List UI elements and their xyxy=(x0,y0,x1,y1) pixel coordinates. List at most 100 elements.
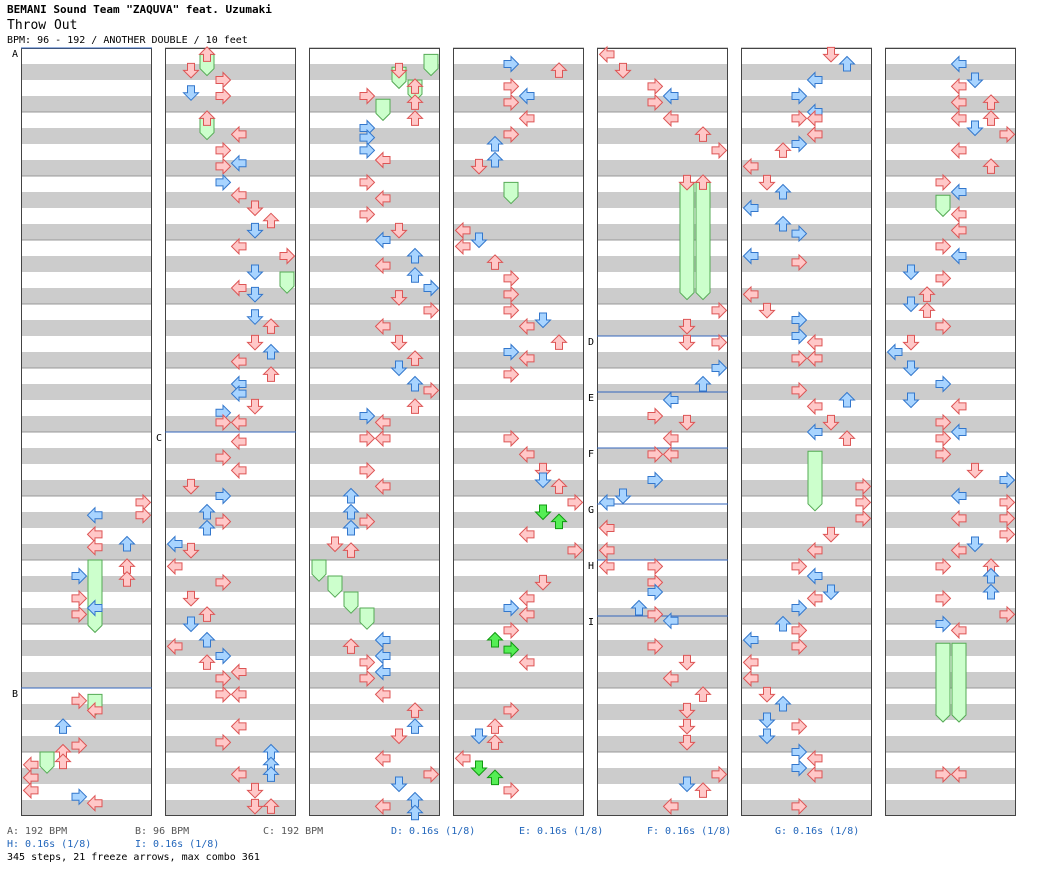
step-arrow xyxy=(215,685,232,704)
step-arrow xyxy=(647,557,664,576)
step-arrow xyxy=(774,183,792,200)
step-arrow xyxy=(374,151,391,169)
step-arrow xyxy=(359,669,376,688)
step-arrow xyxy=(215,173,232,192)
step-arrow xyxy=(518,589,535,608)
beat-band xyxy=(21,384,152,400)
beat-band xyxy=(309,480,440,496)
beat-band xyxy=(165,400,296,416)
freeze-arrow xyxy=(39,751,55,774)
step-arrow xyxy=(647,637,664,656)
step-arrow xyxy=(950,765,967,784)
beat-band xyxy=(21,544,152,560)
legend-item: H: 0.16s (1/8) xyxy=(7,839,92,850)
beat-band xyxy=(741,800,872,816)
beat-band xyxy=(741,128,872,144)
beat-band xyxy=(597,432,728,448)
step-arrow xyxy=(902,360,920,377)
beat-band xyxy=(21,192,152,208)
beat-band xyxy=(885,272,1016,288)
beat-band xyxy=(741,608,872,624)
beat-band xyxy=(741,304,872,320)
beat-band xyxy=(165,128,296,144)
beat-band xyxy=(21,96,152,112)
step-arrow xyxy=(550,62,568,78)
beat-band xyxy=(453,400,584,416)
step-arrow xyxy=(950,541,967,560)
beat-band xyxy=(885,304,1016,320)
marker-label: E xyxy=(588,393,594,404)
step-arrow xyxy=(22,781,39,800)
step-arrow xyxy=(230,663,247,681)
step-arrow xyxy=(758,174,776,191)
step-arrow xyxy=(503,301,520,320)
step-arrow xyxy=(935,173,952,192)
beat-band xyxy=(453,592,584,608)
beat-band xyxy=(885,480,1016,496)
step-arrow xyxy=(406,718,424,734)
beat-band xyxy=(597,256,728,272)
step-arrow xyxy=(359,512,376,531)
beat-band xyxy=(21,448,152,464)
beat-band xyxy=(309,496,440,512)
freeze-arrow xyxy=(423,53,439,77)
beat-band xyxy=(165,688,296,704)
beat-band xyxy=(309,192,440,208)
beat-band xyxy=(885,336,1016,352)
beat-band xyxy=(21,656,152,672)
step-arrow xyxy=(470,158,488,175)
step-arrow xyxy=(503,77,520,96)
beat-band xyxy=(453,48,584,64)
beat-band xyxy=(21,464,152,480)
step-arrow xyxy=(966,462,984,479)
beat-band xyxy=(741,224,872,240)
beat-band xyxy=(453,768,584,784)
beat-band xyxy=(21,720,152,736)
step-arrow xyxy=(166,637,183,656)
beat-band xyxy=(885,496,1016,512)
beat-band xyxy=(21,400,152,416)
beat-band xyxy=(741,368,872,384)
beat-band xyxy=(21,496,152,512)
beat-band xyxy=(165,384,296,400)
step-arrow xyxy=(470,728,488,745)
beat-band xyxy=(165,496,296,512)
step-arrow xyxy=(71,589,88,608)
step-arrow xyxy=(215,487,232,505)
step-arrow xyxy=(935,445,952,464)
step-arrow xyxy=(503,701,520,720)
step-arrow xyxy=(711,765,728,784)
beat-band xyxy=(741,784,872,800)
beat-band xyxy=(21,336,152,352)
beat-band xyxy=(741,448,872,464)
freeze-arrow xyxy=(935,642,951,723)
step-arrow xyxy=(406,94,424,110)
beat-band xyxy=(597,480,728,496)
step-arrow xyxy=(342,519,360,536)
marker-label: I xyxy=(588,617,594,628)
step-arrow xyxy=(534,574,552,591)
beat-band xyxy=(309,752,440,768)
beat-band xyxy=(741,560,872,576)
beat-band xyxy=(741,592,872,608)
beat-band xyxy=(309,48,440,64)
step-arrow xyxy=(486,734,504,750)
step-arrow xyxy=(855,493,872,512)
step-arrow xyxy=(791,381,808,400)
freeze-arrow xyxy=(87,559,103,634)
chart-column xyxy=(741,47,872,816)
marker-label: A xyxy=(12,49,18,60)
beat-band xyxy=(309,144,440,160)
beat-band xyxy=(21,64,152,80)
step-arrow xyxy=(215,669,232,688)
beat-band xyxy=(453,416,584,432)
beat-band xyxy=(597,560,728,576)
beat-band xyxy=(597,656,728,672)
beat-band xyxy=(165,144,296,160)
step-arrow xyxy=(182,590,200,607)
beat-band xyxy=(309,112,440,128)
step-arrow xyxy=(950,77,967,96)
beat-band xyxy=(597,800,728,816)
beat-band xyxy=(597,336,728,352)
beat-band xyxy=(885,320,1016,336)
